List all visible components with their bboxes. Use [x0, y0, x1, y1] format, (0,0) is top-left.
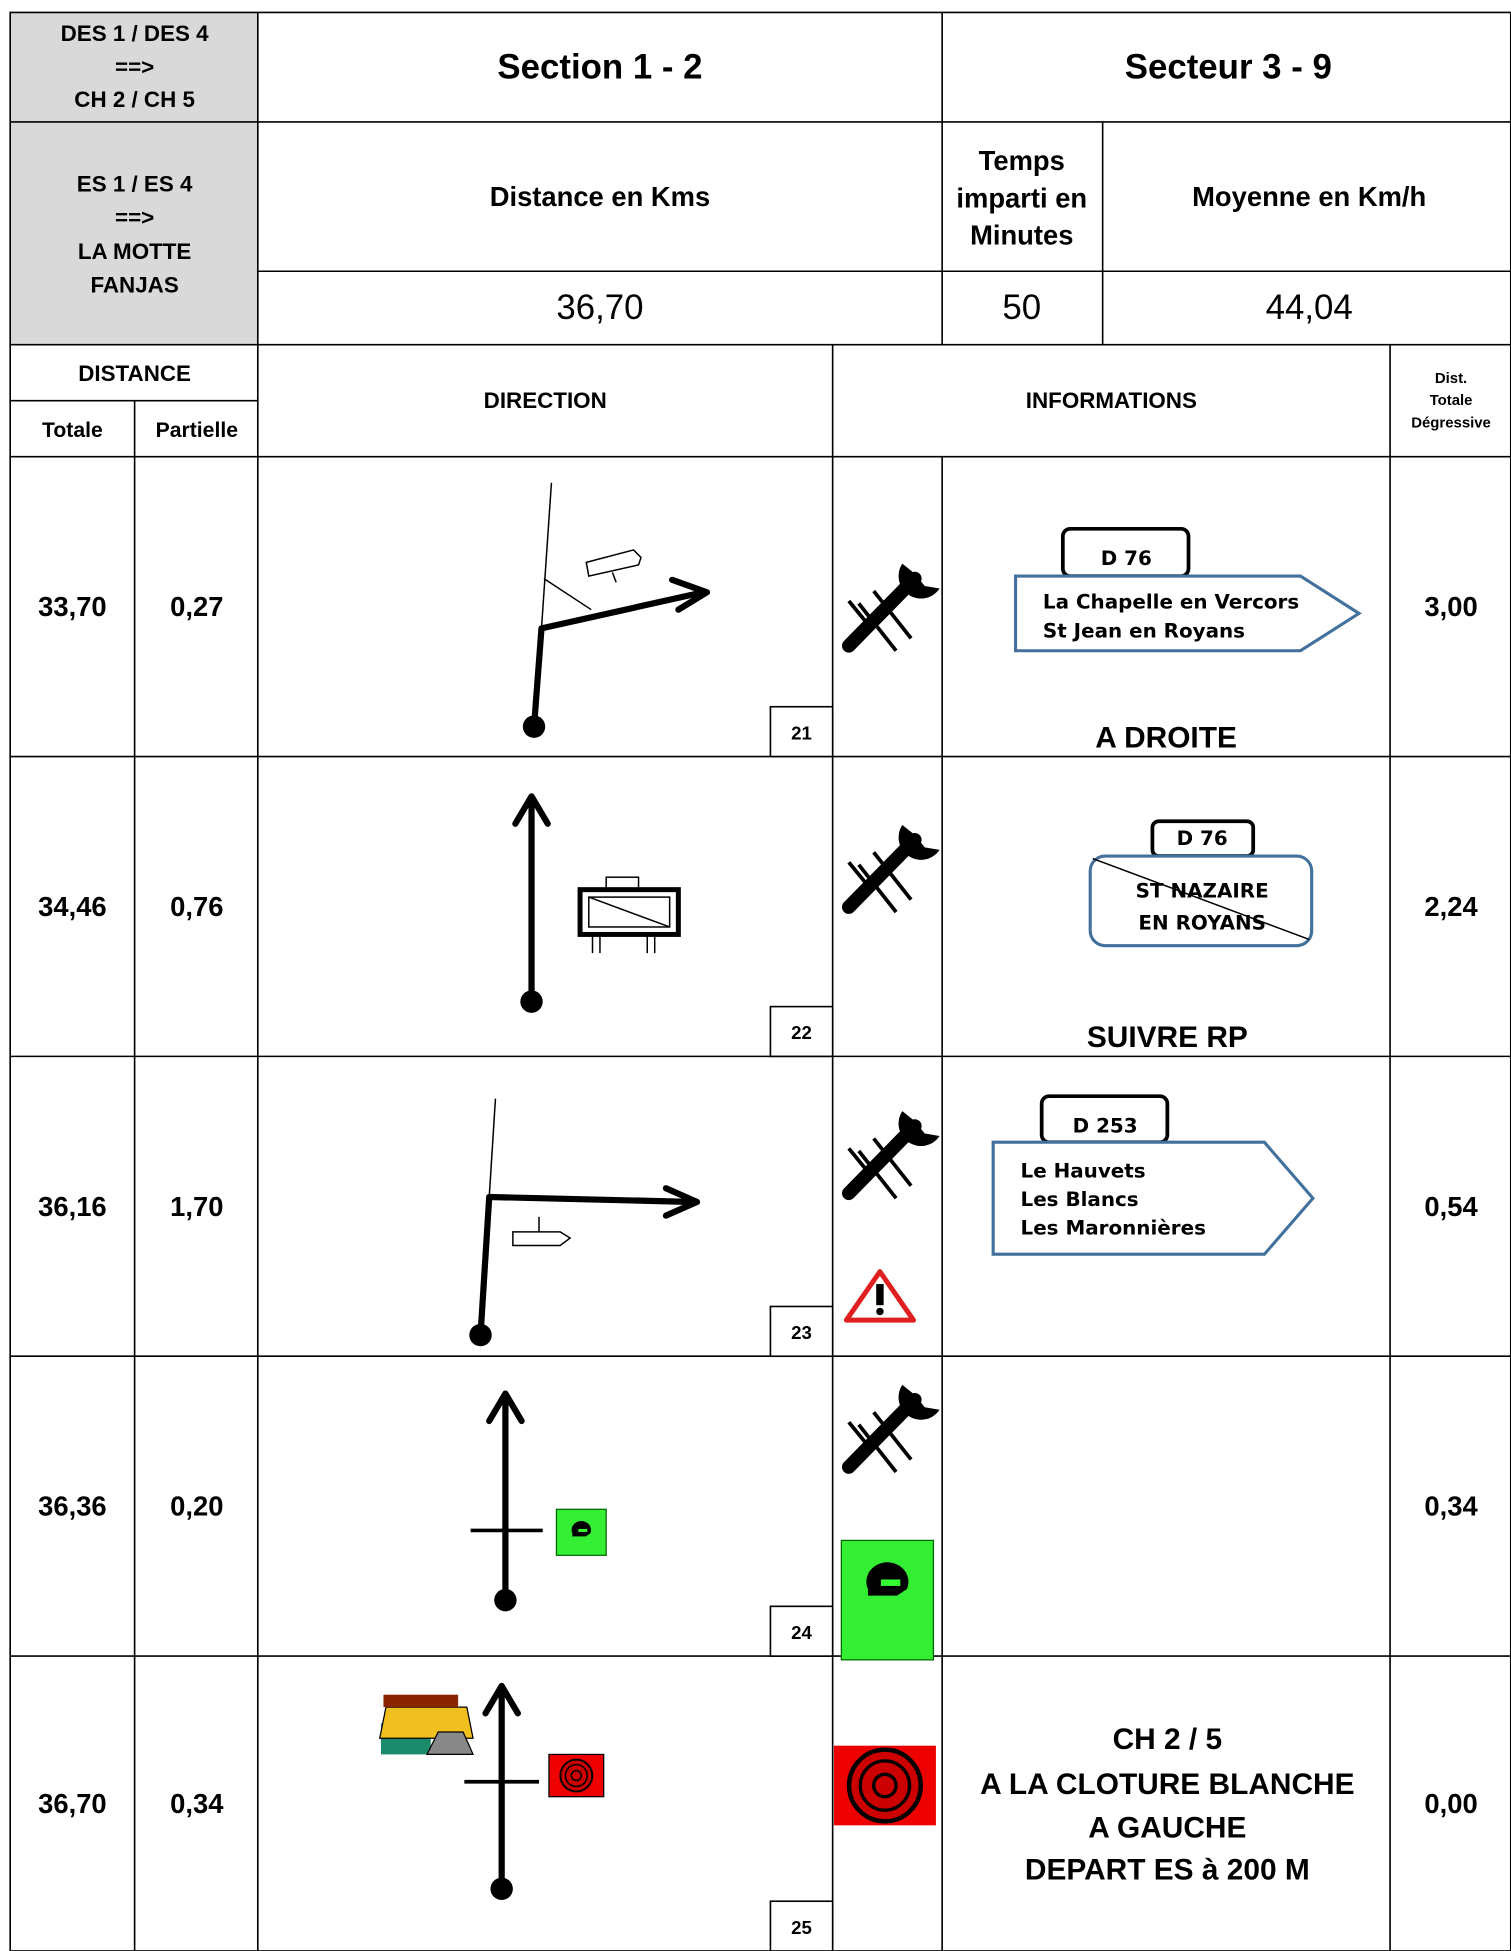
box-number: 24 — [791, 1622, 812, 1643]
sign-line: Les Blancs — [1021, 1188, 1139, 1211]
total-distance: 33,70 — [38, 591, 106, 622]
partial-distance: 0,20 — [170, 1491, 223, 1522]
remaining-distance: 0,00 — [1424, 1788, 1477, 1819]
header-cell — [10, 12, 258, 122]
box-number-frame — [769, 1900, 834, 1951]
section: Section 1 - 2 — [497, 48, 702, 87]
instruction: A DROITE — [1095, 721, 1237, 754]
partial-distance: 0,76 — [170, 891, 223, 922]
partial-distance: 0,34 — [170, 1788, 224, 1819]
sign-line: St Jean en Royans — [1043, 619, 1245, 642]
average-label: Moyenne en Km/h — [1192, 181, 1426, 212]
time-label: imparti en — [956, 182, 1087, 213]
road-number: D 253 — [1073, 1115, 1138, 1138]
stage-cell — [10, 121, 258, 345]
direction-diagram — [522, 482, 1362, 738]
header-line: CH 2 / CH 5 — [74, 87, 195, 112]
direction-diagram — [378, 1682, 936, 1900]
column-header: DISTANCE — [78, 361, 191, 386]
distance-label: Distance en Kms — [490, 181, 710, 212]
remaining-distance: 0,54 — [1424, 1191, 1478, 1222]
stage-name: ==> — [115, 205, 154, 230]
total-distance: 36,16 — [38, 1191, 106, 1222]
column-header: Dist. — [1435, 370, 1467, 387]
instruction: CH 2 / 5 — [1113, 1723, 1223, 1756]
column-header: Dégressive — [1411, 415, 1491, 432]
instruction: A GAUCHE — [1088, 1811, 1246, 1844]
direction-diagram — [512, 793, 1314, 1013]
box-number: 23 — [791, 1322, 812, 1343]
stage-name: ES 1 / ES 4 — [77, 172, 193, 197]
remaining-distance: 2,24 — [1424, 891, 1478, 922]
time-label: Temps — [979, 145, 1065, 176]
total-distance: 36,36 — [38, 1491, 106, 1522]
instruction: SUIVRE RP — [1087, 1021, 1248, 1054]
remaining-distance: 0,34 — [1424, 1491, 1478, 1522]
road-number: D 76 — [1101, 547, 1152, 570]
partial-distance: 1,70 — [170, 1191, 223, 1222]
partial-distance: 0,27 — [170, 591, 223, 622]
column-header: Partielle — [156, 419, 239, 442]
remaining-distance: 3,00 — [1424, 591, 1477, 622]
stage-name: FANJAS — [90, 272, 178, 297]
box-number: 21 — [791, 722, 812, 743]
box-number-frame — [769, 1605, 834, 1657]
column-header: Totale — [42, 419, 103, 442]
column-header: Totale — [1430, 392, 1473, 409]
box-number-frame — [769, 705, 834, 758]
box-number: 25 — [791, 1917, 812, 1938]
sector: Secteur 3 - 9 — [1125, 48, 1332, 87]
column-header: INFORMATIONS — [1026, 388, 1197, 413]
instruction: DEPART ES à 200 M — [1025, 1854, 1310, 1887]
road-number: D 76 — [1177, 827, 1228, 850]
stage-name: LA MOTTE — [78, 239, 192, 264]
column-header: DIRECTION — [484, 388, 607, 413]
average: 44,04 — [1266, 288, 1353, 327]
box-number: 22 — [791, 1022, 812, 1043]
header-line: ==> — [115, 55, 154, 80]
box-number-frame — [769, 1305, 834, 1358]
direction-diagram — [469, 1094, 1315, 1347]
total-distance: 36,70 — [38, 1788, 106, 1819]
table-grid — [9, 11, 1511, 1951]
sign-line: Le Hauvets — [1021, 1159, 1146, 1182]
distance: 36,70 — [556, 288, 643, 327]
sign-line: EN ROYANS — [1138, 912, 1266, 935]
box-number-frame — [769, 1005, 834, 1058]
direction-diagram — [470, 1385, 940, 1661]
time-label: Minutes — [970, 220, 1073, 251]
sign-line: Les Maronnières — [1021, 1217, 1206, 1240]
header-line: DES 1 / DES 4 — [61, 21, 210, 46]
sign-line: La Chapelle en Vercors — [1043, 591, 1299, 614]
total-distance: 34,46 — [38, 891, 106, 922]
sign-line: ST NAZAIRE — [1136, 879, 1269, 902]
time: 50 — [1002, 288, 1041, 327]
instruction: A LA CLOTURE BLANCHE — [980, 1768, 1354, 1801]
